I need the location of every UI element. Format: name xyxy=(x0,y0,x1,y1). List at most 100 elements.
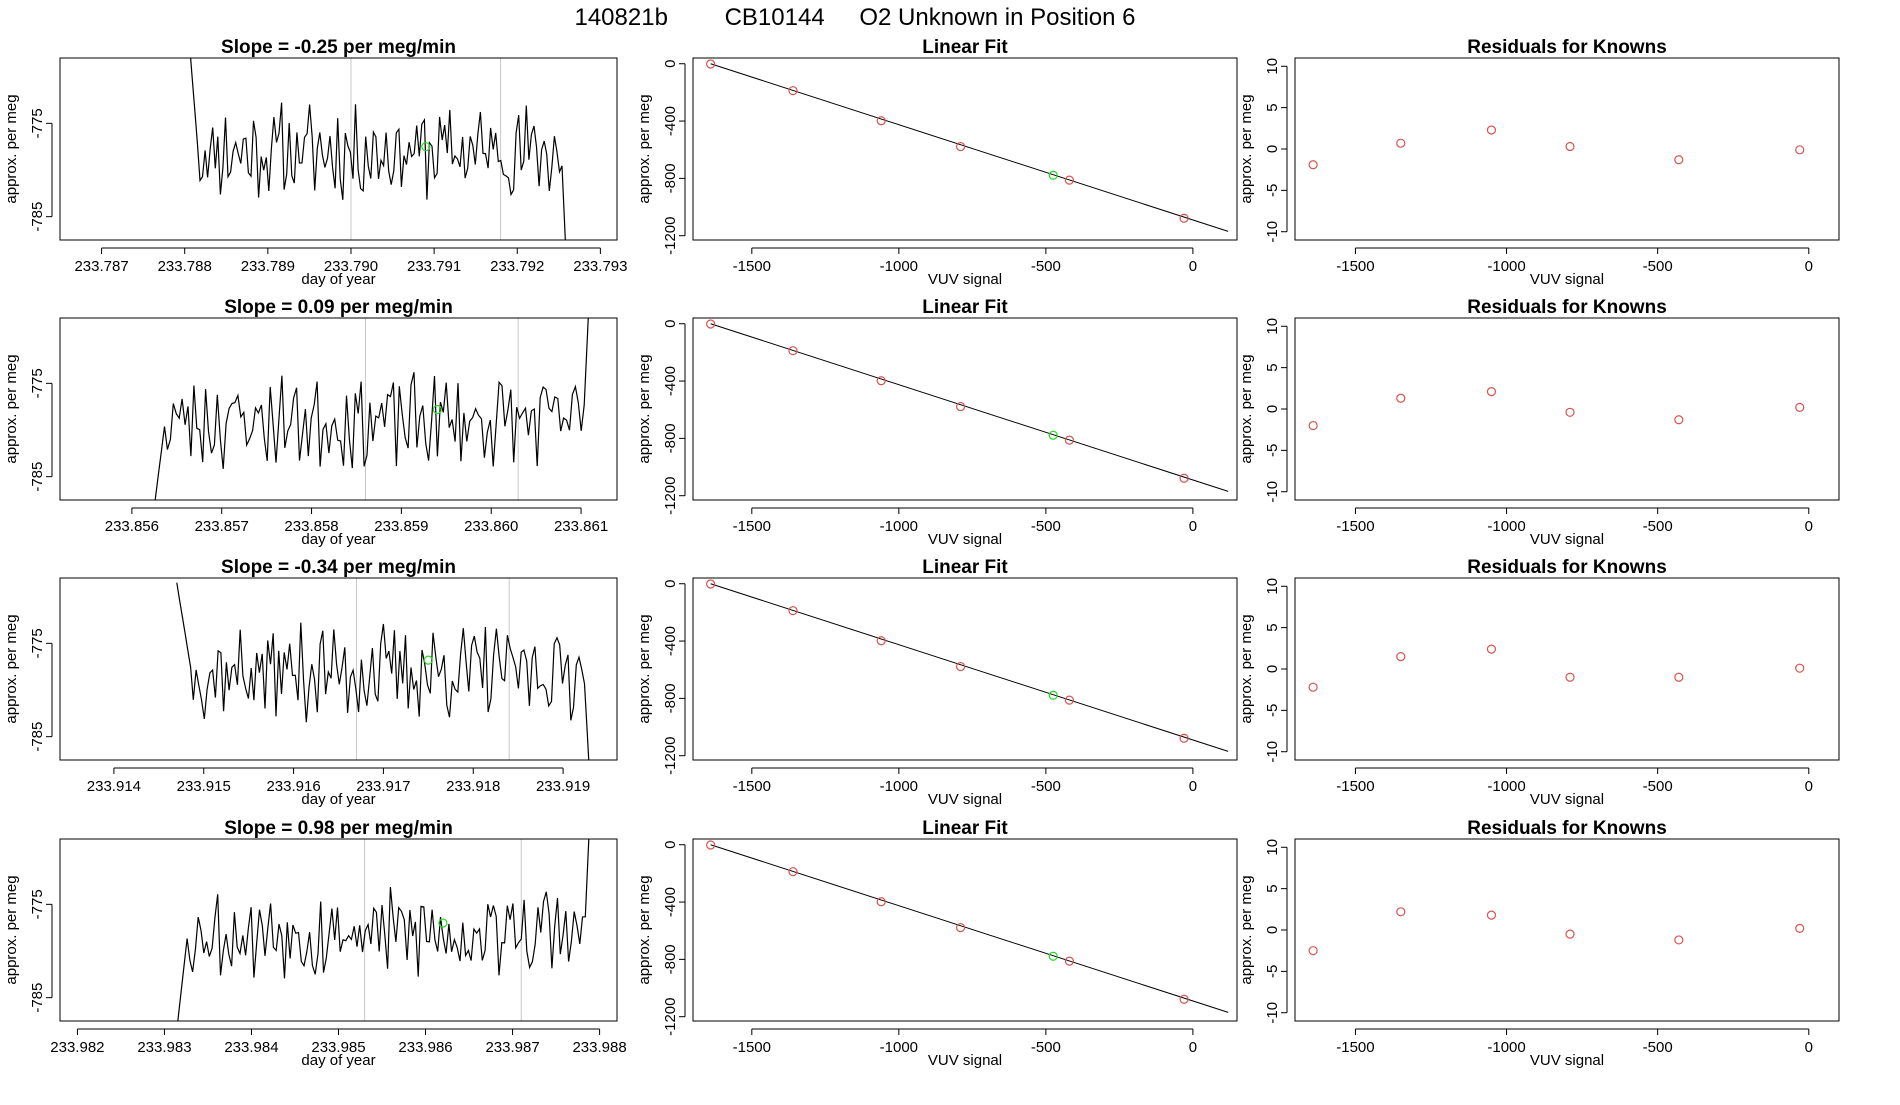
y-axis-title: approx. per meg xyxy=(636,354,653,463)
x-tick-label: -1500 xyxy=(1336,778,1374,795)
plot-area xyxy=(1308,644,1805,692)
y-tick-label: -785 xyxy=(29,722,46,752)
known-point xyxy=(1179,213,1189,223)
y-tick-label: -400 xyxy=(662,366,679,396)
panel-grid: Slope = -0.25 per meg/min 233.787 233.788 2… xyxy=(3,37,1840,1069)
x-tick-label: -1000 xyxy=(880,778,918,795)
x-tick-label: -1000 xyxy=(1487,518,1525,535)
x-tick-label: -1000 xyxy=(880,518,918,535)
panel-row2-time-series: Slope = 0.09 per meg/min 233.856 233.857 23… xyxy=(3,297,618,548)
residual-point xyxy=(1396,393,1406,403)
known-point xyxy=(955,922,966,933)
x-tick-label: -1500 xyxy=(733,1039,771,1056)
known-point xyxy=(788,867,798,877)
residual-point xyxy=(1795,145,1805,155)
residual-point xyxy=(1396,907,1406,917)
y-axis-title: approx. per meg xyxy=(1238,875,1255,984)
x-tick-label: -1500 xyxy=(733,258,771,275)
y-axis-title: approx. per meg xyxy=(3,614,20,723)
signal-trace xyxy=(177,839,590,1021)
y-tick-label: -5 xyxy=(1264,704,1281,717)
residual-point xyxy=(1565,141,1575,152)
y-tick-label: -1200 xyxy=(662,477,679,515)
y-tick-label: 10 xyxy=(1264,839,1281,856)
run-id: 140821b xyxy=(574,4,667,31)
residual-point xyxy=(1308,682,1318,692)
known-point xyxy=(1064,175,1074,185)
residual-point xyxy=(1396,651,1406,662)
known-point xyxy=(706,579,716,589)
residual-point xyxy=(1795,663,1805,673)
x-tick-label: 233.987 xyxy=(485,1039,539,1056)
y-tick-label: -1200 xyxy=(662,217,679,255)
known-point xyxy=(1179,994,1189,1004)
panel-title: Linear Fit xyxy=(922,37,1008,58)
y-tick-label: -1200 xyxy=(662,737,679,775)
x-axis-title: VUV signal xyxy=(928,531,1002,548)
y-tick-label: -800 xyxy=(662,944,679,974)
x-tick-label: -500 xyxy=(1031,778,1061,795)
x-tick-label: 233.917 xyxy=(356,778,410,795)
y-axis-title: approx. per meg xyxy=(636,94,653,203)
unknown-point xyxy=(1048,690,1058,700)
panel-title: Linear Fit xyxy=(922,818,1008,839)
sample-description: O2 Unknown in Position 6 xyxy=(859,4,1135,31)
x-tick-label: 233.856 xyxy=(105,518,159,535)
y-tick-label: -10 xyxy=(1264,481,1281,503)
panel-row2-linear-fit: Linear Fit -1500 -1000 -500 0 VUV signal 0 -400… xyxy=(636,297,1238,548)
known-point xyxy=(876,376,886,386)
plot-area xyxy=(1308,387,1805,431)
plot-area xyxy=(177,839,590,1021)
x-tick-label: -500 xyxy=(1643,518,1673,535)
panel-title: Residuals for Knowns xyxy=(1467,818,1667,839)
y-tick-label: -775 xyxy=(29,628,46,658)
x-tick-label: -1500 xyxy=(733,518,771,535)
x-tick-label: -1500 xyxy=(733,778,771,795)
y-tick-label: 10 xyxy=(1264,578,1281,595)
panel-title: Residuals for Knowns xyxy=(1467,37,1667,58)
plot-frame xyxy=(692,317,1238,501)
x-tick-label: 233.988 xyxy=(572,1039,626,1056)
y-tick-label: -775 xyxy=(29,889,46,919)
y-tick-label: -5 xyxy=(1264,965,1281,978)
residual-point xyxy=(1674,155,1684,165)
x-tick-label: 233.790 xyxy=(324,258,378,275)
x-tick-label: 233.984 xyxy=(224,1039,278,1056)
unknown-mean-point xyxy=(421,142,431,152)
plot-area xyxy=(706,840,1229,1013)
panel-row4-residuals: Residuals for Knowns -1500 -1000 -500 0 VUV s… xyxy=(1238,818,1840,1069)
fit-line xyxy=(710,583,1229,752)
residual-point xyxy=(1308,946,1318,956)
panel-title: Residuals for Knowns xyxy=(1467,297,1667,318)
x-tick-label: 233.916 xyxy=(266,778,320,795)
x-tick-label: -1500 xyxy=(1336,1039,1374,1056)
x-tick-label: -500 xyxy=(1031,1039,1061,1056)
y-tick-label: -1200 xyxy=(662,998,679,1036)
x-tick-label: 233.986 xyxy=(398,1039,452,1056)
x-tick-label: 233.857 xyxy=(195,518,249,535)
panel-title: Slope = -0.25 per meg/min xyxy=(221,37,456,58)
panel-row4-time-series: Slope = 0.98 per meg/min 233.982 233.983 23… xyxy=(3,818,627,1069)
x-axis-title: day of year xyxy=(301,271,375,288)
residual-point xyxy=(1308,160,1318,170)
y-axis-title: approx. per meg xyxy=(3,94,20,203)
signal-trace xyxy=(190,58,566,240)
panel-title: Linear Fit xyxy=(922,297,1008,318)
panel-title: Residuals for Knowns xyxy=(1467,557,1667,578)
y-tick-label: -10 xyxy=(1264,221,1281,243)
y-tick-label: -785 xyxy=(29,983,46,1013)
x-tick-label: 233.914 xyxy=(87,778,141,795)
y-tick-label: -400 xyxy=(662,626,679,656)
y-axis-title: approx. per meg xyxy=(1238,354,1255,463)
known-point xyxy=(706,59,716,69)
signal-trace xyxy=(154,318,589,500)
y-tick-label: 0 xyxy=(662,580,679,588)
plot-frame xyxy=(1294,57,1840,241)
residual-point xyxy=(1674,415,1684,425)
x-tick-label: 233.787 xyxy=(74,258,128,275)
x-axis-title: day of year xyxy=(301,1052,375,1069)
x-tick-label: -500 xyxy=(1643,778,1673,795)
x-axis-title: VUV signal xyxy=(928,271,1002,288)
x-tick-label: 233.982 xyxy=(50,1039,104,1056)
